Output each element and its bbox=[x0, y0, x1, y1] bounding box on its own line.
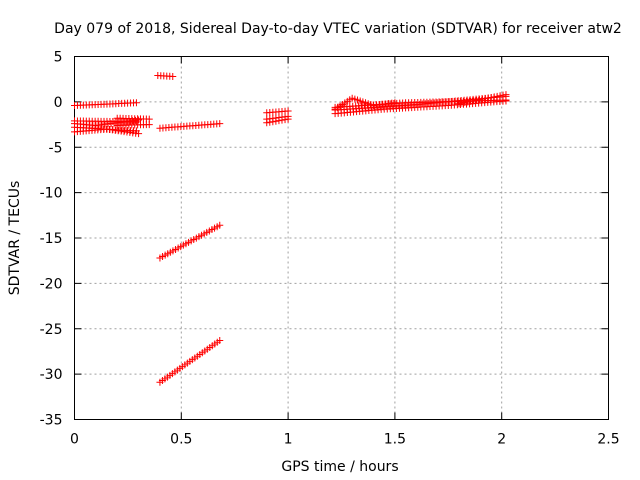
grid bbox=[74, 56, 609, 420]
y-tick-label: 5 bbox=[54, 50, 63, 66]
data-point bbox=[455, 100, 463, 108]
y-tick-label: -20 bbox=[40, 276, 63, 292]
data-point bbox=[464, 98, 472, 106]
data-series bbox=[455, 91, 510, 108]
x-tick-label: 2.5 bbox=[597, 432, 619, 448]
data-point bbox=[216, 120, 224, 128]
data-point bbox=[169, 72, 177, 80]
y-axis-label: SDTVAR / TECUs bbox=[7, 181, 23, 296]
data-series bbox=[113, 121, 153, 129]
data-series bbox=[71, 125, 143, 138]
data-point bbox=[135, 130, 143, 138]
data-series bbox=[154, 72, 177, 80]
y-tick-label: 0 bbox=[54, 95, 63, 111]
data-point bbox=[493, 92, 501, 100]
data-point bbox=[467, 97, 475, 105]
data-series bbox=[113, 114, 153, 123]
y-tick-label: -10 bbox=[40, 186, 63, 202]
data-point bbox=[484, 94, 492, 102]
data-series bbox=[331, 94, 399, 113]
x-tick-label: 0 bbox=[70, 432, 79, 448]
axis-ticks: 0 0.5 1 1.5 2 2.5 5 0 -5 -10 -15 -20 -25 -30 -35 bbox=[40, 50, 620, 448]
chart-title: Day 079 of 2018, Sidereal Day-to-day VTE… bbox=[54, 21, 622, 37]
data-point bbox=[461, 99, 469, 107]
data-series bbox=[263, 115, 292, 127]
y-tick-label: -15 bbox=[40, 231, 63, 247]
data-points bbox=[71, 72, 510, 386]
y-tick-label: -25 bbox=[40, 322, 63, 338]
data-series bbox=[156, 221, 224, 262]
x-tick-label: 2 bbox=[497, 432, 506, 448]
data-point bbox=[476, 96, 484, 104]
data-point bbox=[269, 118, 277, 126]
data-point bbox=[487, 93, 495, 101]
data-point bbox=[458, 99, 466, 107]
y-tick-label: -5 bbox=[49, 140, 63, 156]
data-point bbox=[470, 97, 478, 105]
data-point bbox=[266, 118, 274, 126]
data-point bbox=[281, 116, 289, 124]
x-tick-label: 1 bbox=[284, 432, 293, 448]
data-series bbox=[156, 120, 224, 132]
y-tick-label: -35 bbox=[40, 413, 63, 429]
x-tick-label: 1.5 bbox=[384, 432, 406, 448]
x-axis-label: GPS time / hours bbox=[281, 459, 398, 475]
data-point bbox=[391, 99, 399, 107]
data-point bbox=[275, 117, 283, 125]
data-point bbox=[490, 93, 498, 101]
x-tick-label: 0.5 bbox=[170, 432, 192, 448]
data-point bbox=[216, 221, 224, 229]
data-point bbox=[272, 117, 280, 125]
data-series bbox=[71, 99, 140, 110]
data-point bbox=[496, 92, 504, 100]
data-point bbox=[145, 121, 153, 129]
data-series bbox=[263, 107, 292, 117]
data-point bbox=[499, 91, 507, 99]
data-point bbox=[502, 91, 510, 99]
data-point bbox=[263, 119, 271, 127]
data-point bbox=[473, 96, 481, 104]
data-series bbox=[156, 337, 224, 386]
data-point bbox=[278, 116, 286, 124]
data-point bbox=[481, 95, 489, 103]
data-point bbox=[284, 115, 292, 123]
data-point bbox=[478, 95, 486, 103]
data-point bbox=[132, 99, 140, 107]
data-point bbox=[216, 337, 224, 345]
y-tick-label: -30 bbox=[40, 367, 63, 383]
